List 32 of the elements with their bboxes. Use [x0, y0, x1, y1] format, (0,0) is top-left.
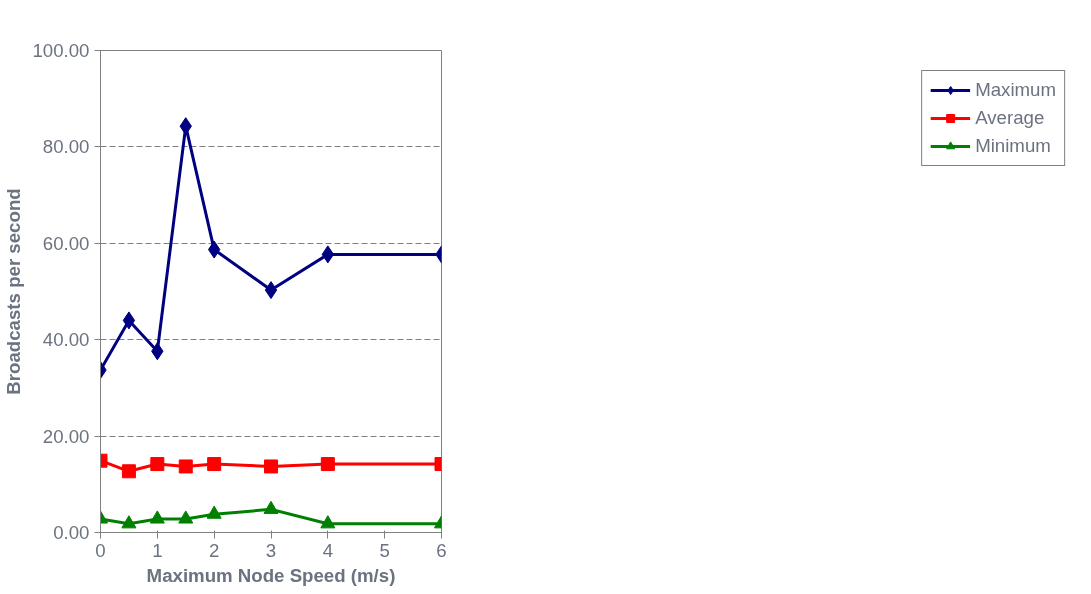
point: [263, 500, 279, 514]
legend-label: Average: [975, 107, 1045, 129]
x-tick-label: 0: [95, 539, 106, 561]
y-tick-label: 20.00: [42, 425, 90, 447]
legend-label: Maximum: [975, 79, 1056, 101]
y-tick-label: 100.00: [32, 40, 90, 61]
point: [264, 281, 278, 300]
y-tick-label: 40.00: [42, 329, 90, 351]
x-tick-label: 5: [379, 539, 390, 561]
point: [264, 459, 278, 474]
point: [178, 459, 193, 474]
x-tick-label: 3: [265, 539, 277, 561]
x-tick-label: 4: [322, 539, 334, 561]
x-tick-label: 6: [436, 539, 447, 561]
point: [320, 457, 335, 472]
y-axis-title: Broadcasts per second: [3, 188, 25, 395]
point: [207, 457, 222, 472]
legend-label: Minimum: [975, 135, 1051, 157]
point: [149, 510, 165, 524]
point: [178, 510, 194, 524]
point: [122, 311, 136, 330]
point: [121, 515, 137, 529]
point: [150, 457, 165, 472]
x-axis-title: Maximum Node Speed (m/s): [146, 564, 396, 586]
point: [121, 464, 136, 479]
x-tick-label: 1: [152, 539, 163, 561]
y-tick-label: 0.00: [53, 522, 90, 543]
y-tick-label: 60.00: [42, 232, 90, 254]
point: [206, 505, 222, 519]
y-tick-label: 80.00: [42, 136, 90, 158]
point: [320, 515, 336, 529]
x-tick-label: 2: [208, 539, 220, 561]
